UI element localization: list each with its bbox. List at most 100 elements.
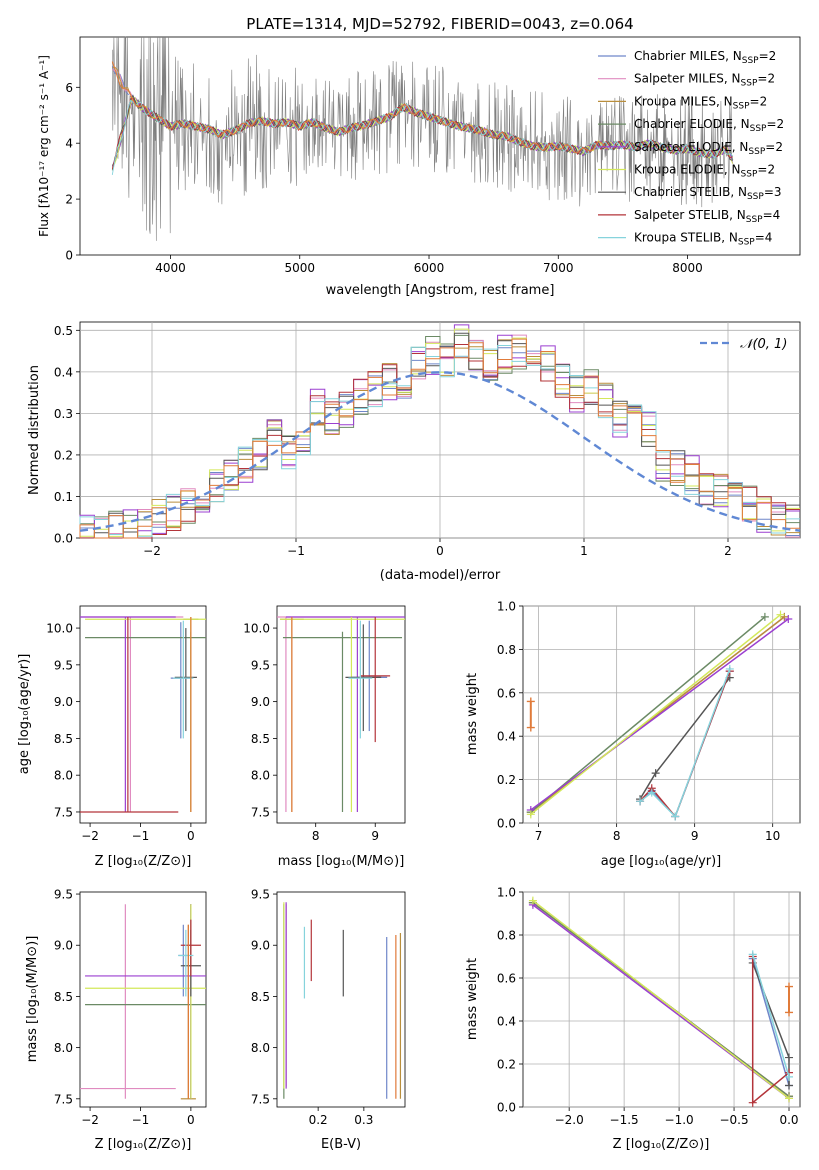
panel-ylabel: mass [log₁₀(M/M⊙)] — [25, 936, 40, 1063]
x-tick-label: −1 — [132, 1113, 150, 1127]
panel-ylabel: mass weight — [465, 958, 480, 1040]
legend-subscript: SSP — [750, 124, 767, 134]
y-tick-label: 8.0 — [251, 769, 270, 783]
legend-text: =4 — [755, 231, 773, 245]
panel-xlabel: E(B-V) — [321, 1137, 361, 1152]
histogram-xlabel: (data-model)/error — [380, 568, 501, 583]
legend-text: Kroupa MILES, N — [634, 94, 733, 108]
weight-series-marker — [725, 664, 734, 673]
y-tick-label: 0 — [65, 249, 73, 263]
legend-text: Chabrier ELODIE, N — [634, 117, 750, 131]
weight-series-marker — [526, 810, 535, 819]
x-tick-label: −1 — [287, 544, 305, 558]
panel-data — [80, 616, 206, 813]
histogram-legend: 𝒩(0, 1) — [700, 337, 787, 352]
y-tick-label: 9.0 — [54, 939, 73, 953]
orange-weight-marker — [785, 1008, 794, 1017]
x-tick-label: 0.3 — [354, 1113, 373, 1127]
weight-series-marker — [748, 1098, 757, 1107]
weight-series-marker — [647, 788, 656, 797]
x-tick-label: −2 — [81, 1113, 99, 1127]
legend-entry: Salpeter STELIB, NSSP=4 — [634, 208, 780, 225]
y-tick-label: 9.5 — [251, 658, 270, 672]
legend-subscript: SSP — [747, 192, 764, 202]
x-tick-label: 0.2 — [309, 1113, 328, 1127]
panel-frame — [79, 891, 207, 1108]
y-tick-label: 8.0 — [54, 1041, 73, 1055]
y-tick-label: 7.5 — [54, 1092, 73, 1106]
small-panel-age_vs_Z: −2 −1 0 7.5 8.0 8.5 9.0 9.5 10.0 Z [log₁₀(Z/Z⊙)] a… — [17, 605, 207, 869]
weight-series-line — [751, 954, 790, 1078]
small-panel-mass_weight_vs_Z: −2.0 −1.5 −1.0 −0.5 0.0 0.0 0.2 0.4 0.6 0.8 1.0 Z [… — [465, 886, 801, 1152]
weight-series-marker — [785, 1081, 794, 1090]
y-tick-label: 1.0 — [497, 600, 516, 614]
legend-subscript: SSP — [741, 79, 758, 89]
weight-series-marker — [776, 610, 785, 619]
x-tick-label: 4000 — [155, 261, 186, 275]
legend-text: Kroupa STELIB, N — [634, 231, 738, 245]
legend-text: =2 — [765, 140, 783, 154]
legend-subscript: SSP — [746, 215, 763, 225]
legend-text: Salpeter MILES, N — [634, 72, 741, 86]
panel-frame — [276, 605, 406, 824]
legend-text: =2 — [757, 163, 775, 177]
panel-frame — [276, 891, 406, 1108]
legend-subscript: SSP — [741, 170, 758, 180]
spectrum-xlabel: wavelength [Angstrom, rest frame] — [326, 283, 555, 298]
y-tick-label: 4 — [65, 137, 73, 151]
panel-data — [277, 616, 405, 812]
legend-subscript: SSP — [748, 147, 765, 157]
y-tick-label: 0.0 — [54, 532, 73, 546]
y-tick-label: 9.0 — [251, 939, 270, 953]
y-tick-label: 7.5 — [54, 805, 73, 819]
weight-series-marker — [785, 1072, 794, 1081]
legend-entry: Salpeter MILES, NSSP=2 — [634, 72, 775, 89]
model-series-line — [112, 68, 610, 155]
normal-curve-legend-label: 𝒩(0, 1) — [740, 337, 787, 352]
weight-series-line — [639, 668, 731, 818]
x-tick-label: −1.0 — [665, 1113, 694, 1127]
panel-axes: −2 −1 0 7.5 8.0 8.5 9.0 9.5 — [54, 888, 195, 1127]
spectrum-title: PLATE=1314, MJD=52792, FIBERID=0043, z=0… — [246, 15, 633, 33]
weight-series-marker — [748, 950, 757, 959]
y-tick-label: 0.2 — [497, 1058, 516, 1072]
legend-text: Salpeter ELODIE, N — [634, 140, 748, 154]
y-tick-label: 9.5 — [251, 888, 270, 902]
y-tick-label: 9.5 — [54, 888, 73, 902]
y-tick-label: 8.5 — [251, 990, 270, 1004]
x-tick-label: 2 — [724, 544, 732, 558]
weight-series-line — [532, 900, 790, 1099]
panel-xlabel: Z [log₁₀(Z/Z⊙)] — [95, 854, 192, 869]
orange-weight-marker — [785, 982, 794, 991]
weight-series-marker — [785, 1094, 794, 1103]
weight-series-marker — [784, 615, 793, 624]
y-tick-label: 6 — [65, 81, 73, 95]
x-tick-label: 9 — [691, 829, 699, 843]
model-series-line — [111, 61, 609, 154]
spectrum-ylabel: Flux [fλ10⁻¹⁷ erg cm⁻² s⁻¹ A⁻¹] — [37, 55, 51, 237]
panel-frame — [79, 605, 207, 824]
x-tick-label: −1 — [132, 829, 150, 843]
legend-entry: Kroupa MILES, NSSP=2 — [634, 94, 767, 111]
legend-entry: Kroupa ELODIE, NSSP=2 — [634, 163, 775, 180]
legend-text: Kroupa ELODIE, N — [634, 163, 741, 177]
y-tick-label: 0.8 — [497, 643, 516, 657]
panel-xlabel: mass [log₁₀(M/M⊙)] — [278, 854, 405, 869]
small-panel-mass_vs_Z: −2 −1 0 7.5 8.0 8.5 9.0 9.5 Z [log₁₀(Z/Z⊙)] mass … — [25, 888, 207, 1152]
panel-data — [526, 610, 793, 821]
weight-series-marker — [528, 896, 537, 905]
x-tick-label: −2.0 — [555, 1113, 584, 1127]
y-tick-label: 9.0 — [251, 695, 270, 709]
y-tick-label: 8.5 — [54, 990, 73, 1004]
panel-xlabel: Z [log₁₀(Z/Z⊙)] — [613, 1137, 710, 1152]
panel-xlabel: age [log₁₀(age/yr)] — [601, 854, 722, 869]
model-series-line — [111, 99, 734, 175]
legend-entry: Kroupa STELIB, NSSP=4 — [634, 231, 772, 248]
panel-axes: −2.0 −1.5 −1.0 −0.5 0.0 0.0 0.2 0.4 0.6 0.8 1.0 — [497, 886, 800, 1127]
legend-text: =3 — [764, 185, 782, 199]
histogram-series — [79, 338, 800, 539]
y-tick-label: 0.0 — [497, 817, 516, 831]
legend-text: Chabrier MILES, N — [634, 49, 742, 63]
small-panel-mass_vs_ebv: 0.2 0.3 7.5 8.0 8.5 9.0 9.5 E(B-V) — [251, 888, 406, 1152]
panel-axes: 7 8 9 10 0.0 0.2 0.4 0.6 0.8 1.0 — [497, 600, 800, 843]
